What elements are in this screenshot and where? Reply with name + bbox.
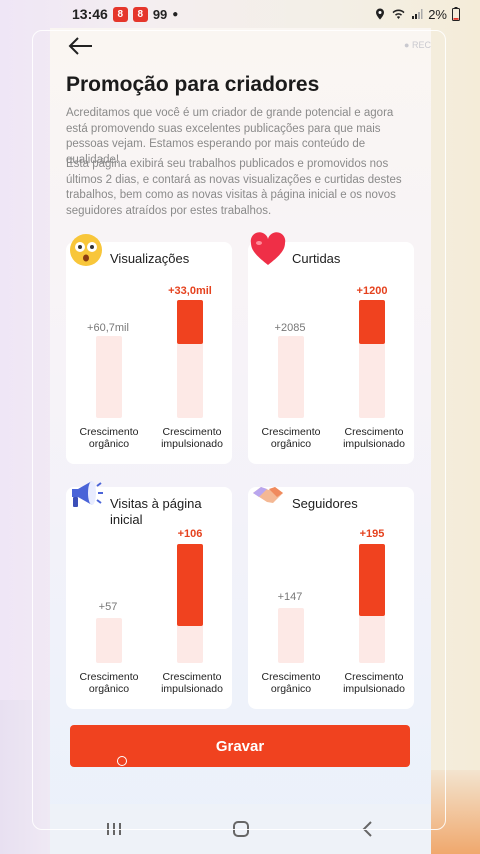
organic-bar	[96, 618, 122, 663]
background-edge	[0, 700, 50, 854]
description-text: Acreditamos que você é um criador de gra…	[66, 107, 394, 166]
organic-label: Crescimento orgânico	[261, 426, 321, 450]
shocked-face-icon	[70, 234, 102, 266]
home-icon	[232, 821, 249, 837]
card-title: Curtidas	[292, 251, 341, 266]
card-title: Visualizações	[110, 251, 190, 266]
more-notifications-icon: ●	[172, 8, 179, 20]
back-button[interactable]	[348, 814, 388, 844]
card-title: Visitas à página inicial	[110, 496, 202, 527]
organic-bar	[96, 336, 122, 418]
organic-value: +2085	[274, 322, 306, 334]
card-views: Visualizações +60,7mil +33,0mil Crescime…	[66, 234, 232, 464]
notification-badge: 8	[112, 6, 128, 22]
boosted-label: Crescimento impulsionado	[161, 671, 223, 695]
organic-value: +147	[277, 591, 303, 603]
notification-badge: 8	[132, 6, 148, 22]
boosted-value: +195	[359, 528, 385, 540]
handshake-icon	[253, 487, 283, 503]
home-button[interactable]	[221, 814, 261, 844]
organic-bar	[278, 336, 304, 418]
card-likes: Curtidas +2085 +1200 Crescimento orgânic…	[248, 232, 414, 464]
system-nav-bar	[50, 804, 431, 854]
background-edge	[431, 770, 480, 854]
boosted-value: +33,0mil	[168, 285, 212, 297]
organic-label: Crescimento orgânico	[79, 426, 139, 450]
boosted-bar	[177, 544, 203, 626]
boosted-value: +1200	[356, 285, 388, 297]
organic-label: Crescimento orgânico	[79, 671, 139, 695]
boosted-bar	[359, 300, 385, 344]
back-arrow-icon[interactable]	[66, 34, 96, 58]
page-title: Promoção para criadores	[66, 73, 320, 96]
heart-icon	[250, 232, 286, 265]
card-title: Seguidores	[292, 496, 358, 511]
wifi-icon	[392, 9, 405, 19]
boosted-label: Crescimento impulsionado	[343, 426, 405, 450]
card-profile-visits: Visitas à página inicial +57 +106 Cresci…	[66, 481, 232, 709]
boosted-label: Crescimento impulsionado	[343, 671, 405, 695]
organic-label: Crescimento orgânico	[261, 671, 321, 695]
touch-indicator	[117, 756, 127, 766]
boosted-bar	[177, 300, 203, 344]
boosted-label: Crescimento impulsionado	[161, 426, 223, 450]
battery-percent: 2%	[428, 6, 447, 22]
recording-indicator: ● REC	[404, 40, 431, 50]
signal-icon	[412, 9, 423, 19]
status-bar: 13:46 8 8 99 ● 2%	[0, 0, 480, 28]
boosted-bar	[359, 544, 385, 616]
battery-icon	[452, 7, 460, 21]
recent-apps-icon	[106, 823, 121, 835]
back-icon	[362, 821, 372, 837]
boosted-value: +106	[177, 528, 203, 540]
status-time: 13:46	[72, 6, 108, 22]
description-text: Esta página exibirá seu trabalhos public…	[66, 158, 402, 217]
organic-bar	[278, 608, 304, 663]
notification-count: 99	[152, 6, 168, 22]
recent-apps-button[interactable]	[94, 814, 134, 844]
organic-value: +57	[98, 601, 118, 613]
app-screen: ● REC Promoção para criadores Acreditamo…	[50, 28, 431, 854]
organic-value: +60,7mil	[87, 322, 129, 334]
location-icon	[376, 8, 385, 20]
card-followers: Seguidores +147 +195 Crescimento orgânic…	[248, 487, 414, 709]
megaphone-icon	[72, 481, 103, 507]
